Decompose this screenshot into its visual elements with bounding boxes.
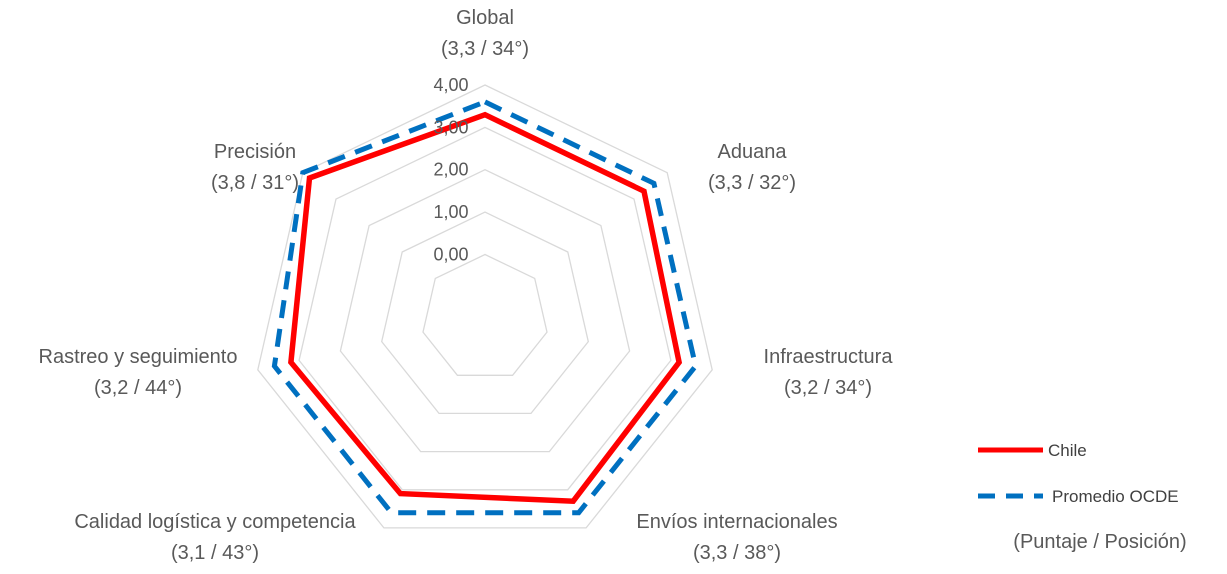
radar-series [271,99,699,516]
radar-tick-labels: 0,00 1,00 2,00 3,00 4,00 [433,75,468,264]
axis-label-envios-internacionales: Envíos internacionales [636,511,837,533]
legend-label-chile: Chile [1048,441,1087,460]
axis-value-aduana: (3,3 / 32°) [708,172,796,194]
series-promedio-ocde [271,99,699,516]
tick-label-0: 0,00 [433,244,468,264]
axis-label-global: Global [456,7,514,29]
axis-value-global: (3,3 / 34°) [441,38,529,60]
axis-label-precision: Precisión [214,141,296,163]
grid-ring-1 [380,211,590,415]
axis-value-precision: (3,8 / 31°) [211,172,299,194]
axis-label-aduana: Aduana [718,141,788,163]
axis-label-calidad-logistica-y-competencia: Calidad logística y competencia [74,511,356,533]
axis-value-infraestructura: (3,2 / 34°) [784,377,872,399]
grid-ring-2 [339,168,631,453]
axis-label-rastreo-y-seguimiento: Rastreo y seguimiento [39,346,238,368]
series-chile [288,111,683,505]
legend: Chile Promedio OCDE [978,441,1179,506]
axis-value-calidad-logistica-y-competencia: (3,1 / 43°) [171,542,259,564]
grid-ring-3 [298,126,672,491]
tick-label-3: 3,00 [433,117,468,137]
axis-label-infraestructura: Infraestructura [764,346,894,368]
chart-note: (Puntaje / Posición) [1013,531,1186,553]
radar-axis-labels: Global (3,3 / 34°) Aduana (3,3 / 32°) Infrae… [39,7,894,564]
tick-label-4: 4,00 [433,75,468,95]
tick-label-2: 2,00 [433,160,468,180]
radar-grid [257,84,713,529]
axis-value-rastreo-y-seguimiento: (3,2 / 44°) [94,377,182,399]
grid-ring-0 [422,253,548,376]
axis-value-envios-internacionales: (3,3 / 38°) [693,542,781,564]
tick-label-1: 1,00 [433,202,468,222]
legend-label-promedio-ocde: Promedio OCDE [1052,487,1179,506]
grid-ring-4 [257,84,713,529]
